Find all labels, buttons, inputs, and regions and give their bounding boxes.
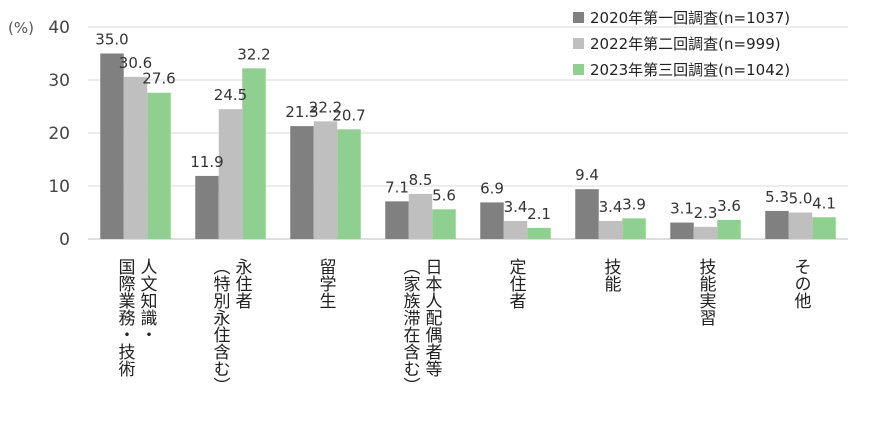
bar bbox=[195, 175, 219, 239]
bar bbox=[408, 193, 433, 239]
data-label: 27.6 bbox=[142, 70, 175, 88]
bar bbox=[527, 227, 551, 239]
category-label: その他 bbox=[791, 258, 812, 309]
data-label: 9.4 bbox=[575, 166, 599, 184]
bar bbox=[480, 202, 504, 239]
category-label: 国際業務・技術 bbox=[115, 258, 136, 377]
data-label: 5.6 bbox=[432, 186, 456, 204]
data-label: 24.5 bbox=[214, 86, 247, 104]
data-label: 2.3 bbox=[694, 204, 718, 222]
bar bbox=[290, 126, 314, 239]
bar bbox=[385, 201, 409, 239]
y-axis-ticks: 0 10 20 30 40 bbox=[48, 18, 70, 250]
data-label: 30.6 bbox=[119, 54, 152, 72]
category-label: 日本人配偶者等 bbox=[422, 258, 443, 377]
data-label: 21.3 bbox=[285, 103, 318, 121]
data-label: 3.9 bbox=[622, 195, 646, 213]
bar bbox=[670, 222, 694, 239]
category-label: （特別永住含む） bbox=[210, 258, 231, 394]
bar bbox=[622, 218, 646, 239]
data-label: 20.7 bbox=[332, 106, 365, 124]
category-label: 人文知識・ bbox=[137, 258, 158, 343]
legend-swatch bbox=[573, 64, 584, 75]
bars bbox=[100, 53, 836, 240]
y-tick-label: 0 bbox=[59, 230, 70, 250]
y-tick-label: 40 bbox=[48, 18, 70, 38]
bar bbox=[313, 121, 338, 239]
data-label: 3.4 bbox=[504, 198, 528, 216]
data-label: 3.6 bbox=[717, 197, 741, 215]
data-label: 5.0 bbox=[789, 190, 813, 208]
bar bbox=[717, 219, 741, 239]
bar bbox=[147, 92, 171, 239]
data-label: 8.5 bbox=[409, 171, 433, 189]
bar bbox=[598, 220, 623, 239]
y-axis-unit-label: (%) bbox=[8, 19, 34, 37]
data-label: 6.9 bbox=[480, 179, 504, 197]
data-label: 35.0 bbox=[95, 31, 128, 49]
bar bbox=[765, 210, 789, 239]
category-label: （家族滞在含む） bbox=[400, 258, 421, 394]
data-labels: 35.0 30.627.6 11.9 24.5 32.2 21.322.220.7 7.1 8… bbox=[95, 31, 836, 223]
legend-swatch bbox=[573, 12, 584, 23]
y-tick-label: 30 bbox=[48, 71, 70, 91]
bar bbox=[242, 68, 266, 239]
category-label: 留学生 bbox=[316, 258, 337, 309]
bar bbox=[123, 76, 148, 239]
legend-swatch bbox=[573, 38, 584, 49]
bar bbox=[693, 226, 718, 239]
y-tick-label: 10 bbox=[48, 177, 70, 197]
category-label: 技能 bbox=[601, 258, 622, 293]
bar bbox=[575, 189, 599, 239]
bar bbox=[100, 53, 124, 239]
legend-entry: 2020年第一回調査(n=1037) bbox=[590, 9, 790, 27]
data-label: 11.9 bbox=[190, 153, 223, 171]
bar bbox=[432, 209, 456, 239]
category-labels: 人文知識・国際業務・技術 永住者（特別永住含む） 留学生 日本人配偶者等（家族滞在含む… bbox=[115, 258, 812, 394]
legend-entry: 2022年第二回調査(n=999) bbox=[590, 35, 781, 53]
data-label: 2.1 bbox=[527, 205, 551, 223]
bar bbox=[788, 212, 813, 239]
bar bbox=[812, 217, 836, 239]
legend-entry: 2023年第三回調査(n=1042) bbox=[590, 61, 790, 79]
data-label: 7.1 bbox=[385, 178, 409, 196]
category-label: 永住者 bbox=[232, 258, 253, 309]
data-label: 3.4 bbox=[599, 198, 623, 216]
bar bbox=[337, 129, 361, 239]
category-label: 定住者 bbox=[506, 258, 527, 309]
data-label: 22.2 bbox=[309, 98, 342, 116]
y-tick-label: 20 bbox=[48, 124, 70, 144]
data-label: 32.2 bbox=[237, 45, 270, 63]
bar bbox=[503, 220, 528, 239]
data-label: 4.1 bbox=[812, 194, 836, 212]
data-label: 3.1 bbox=[670, 200, 694, 218]
legend: 2020年第一回調査(n=1037) 2022年第二回調査(n=999) 2023年… bbox=[573, 9, 790, 79]
bar bbox=[218, 109, 243, 240]
category-label: 技能実習 bbox=[696, 258, 717, 326]
data-label: 5.3 bbox=[765, 188, 789, 206]
